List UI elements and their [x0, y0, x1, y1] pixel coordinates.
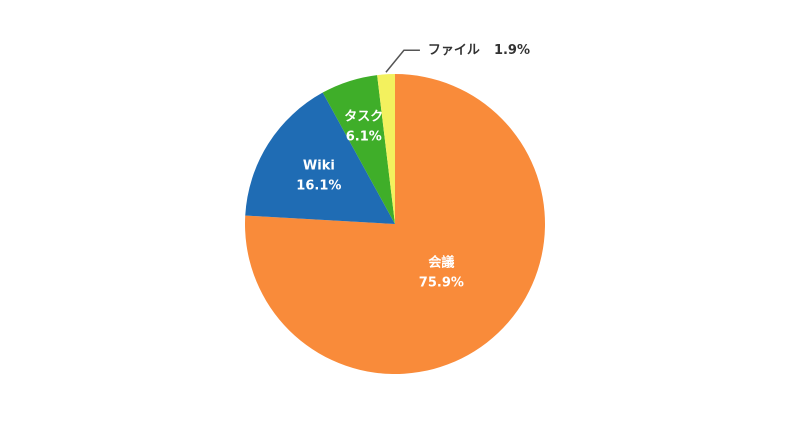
- pie-slice: [245, 92, 395, 224]
- slice-label: Wiki: [303, 159, 335, 174]
- slice-value: 1.9%: [494, 43, 530, 58]
- pie-slice: [377, 74, 395, 224]
- slice-label: タスク: [344, 109, 383, 124]
- pie-slice: [322, 75, 395, 224]
- slice-label: ファイル: [428, 43, 480, 58]
- slice-label: 会議: [428, 255, 454, 271]
- leader-line: [385, 49, 420, 73]
- slice-value: 75.9%: [419, 276, 464, 291]
- slice-value: 16.1%: [296, 179, 341, 194]
- slice-value: 6.1%: [346, 129, 382, 144]
